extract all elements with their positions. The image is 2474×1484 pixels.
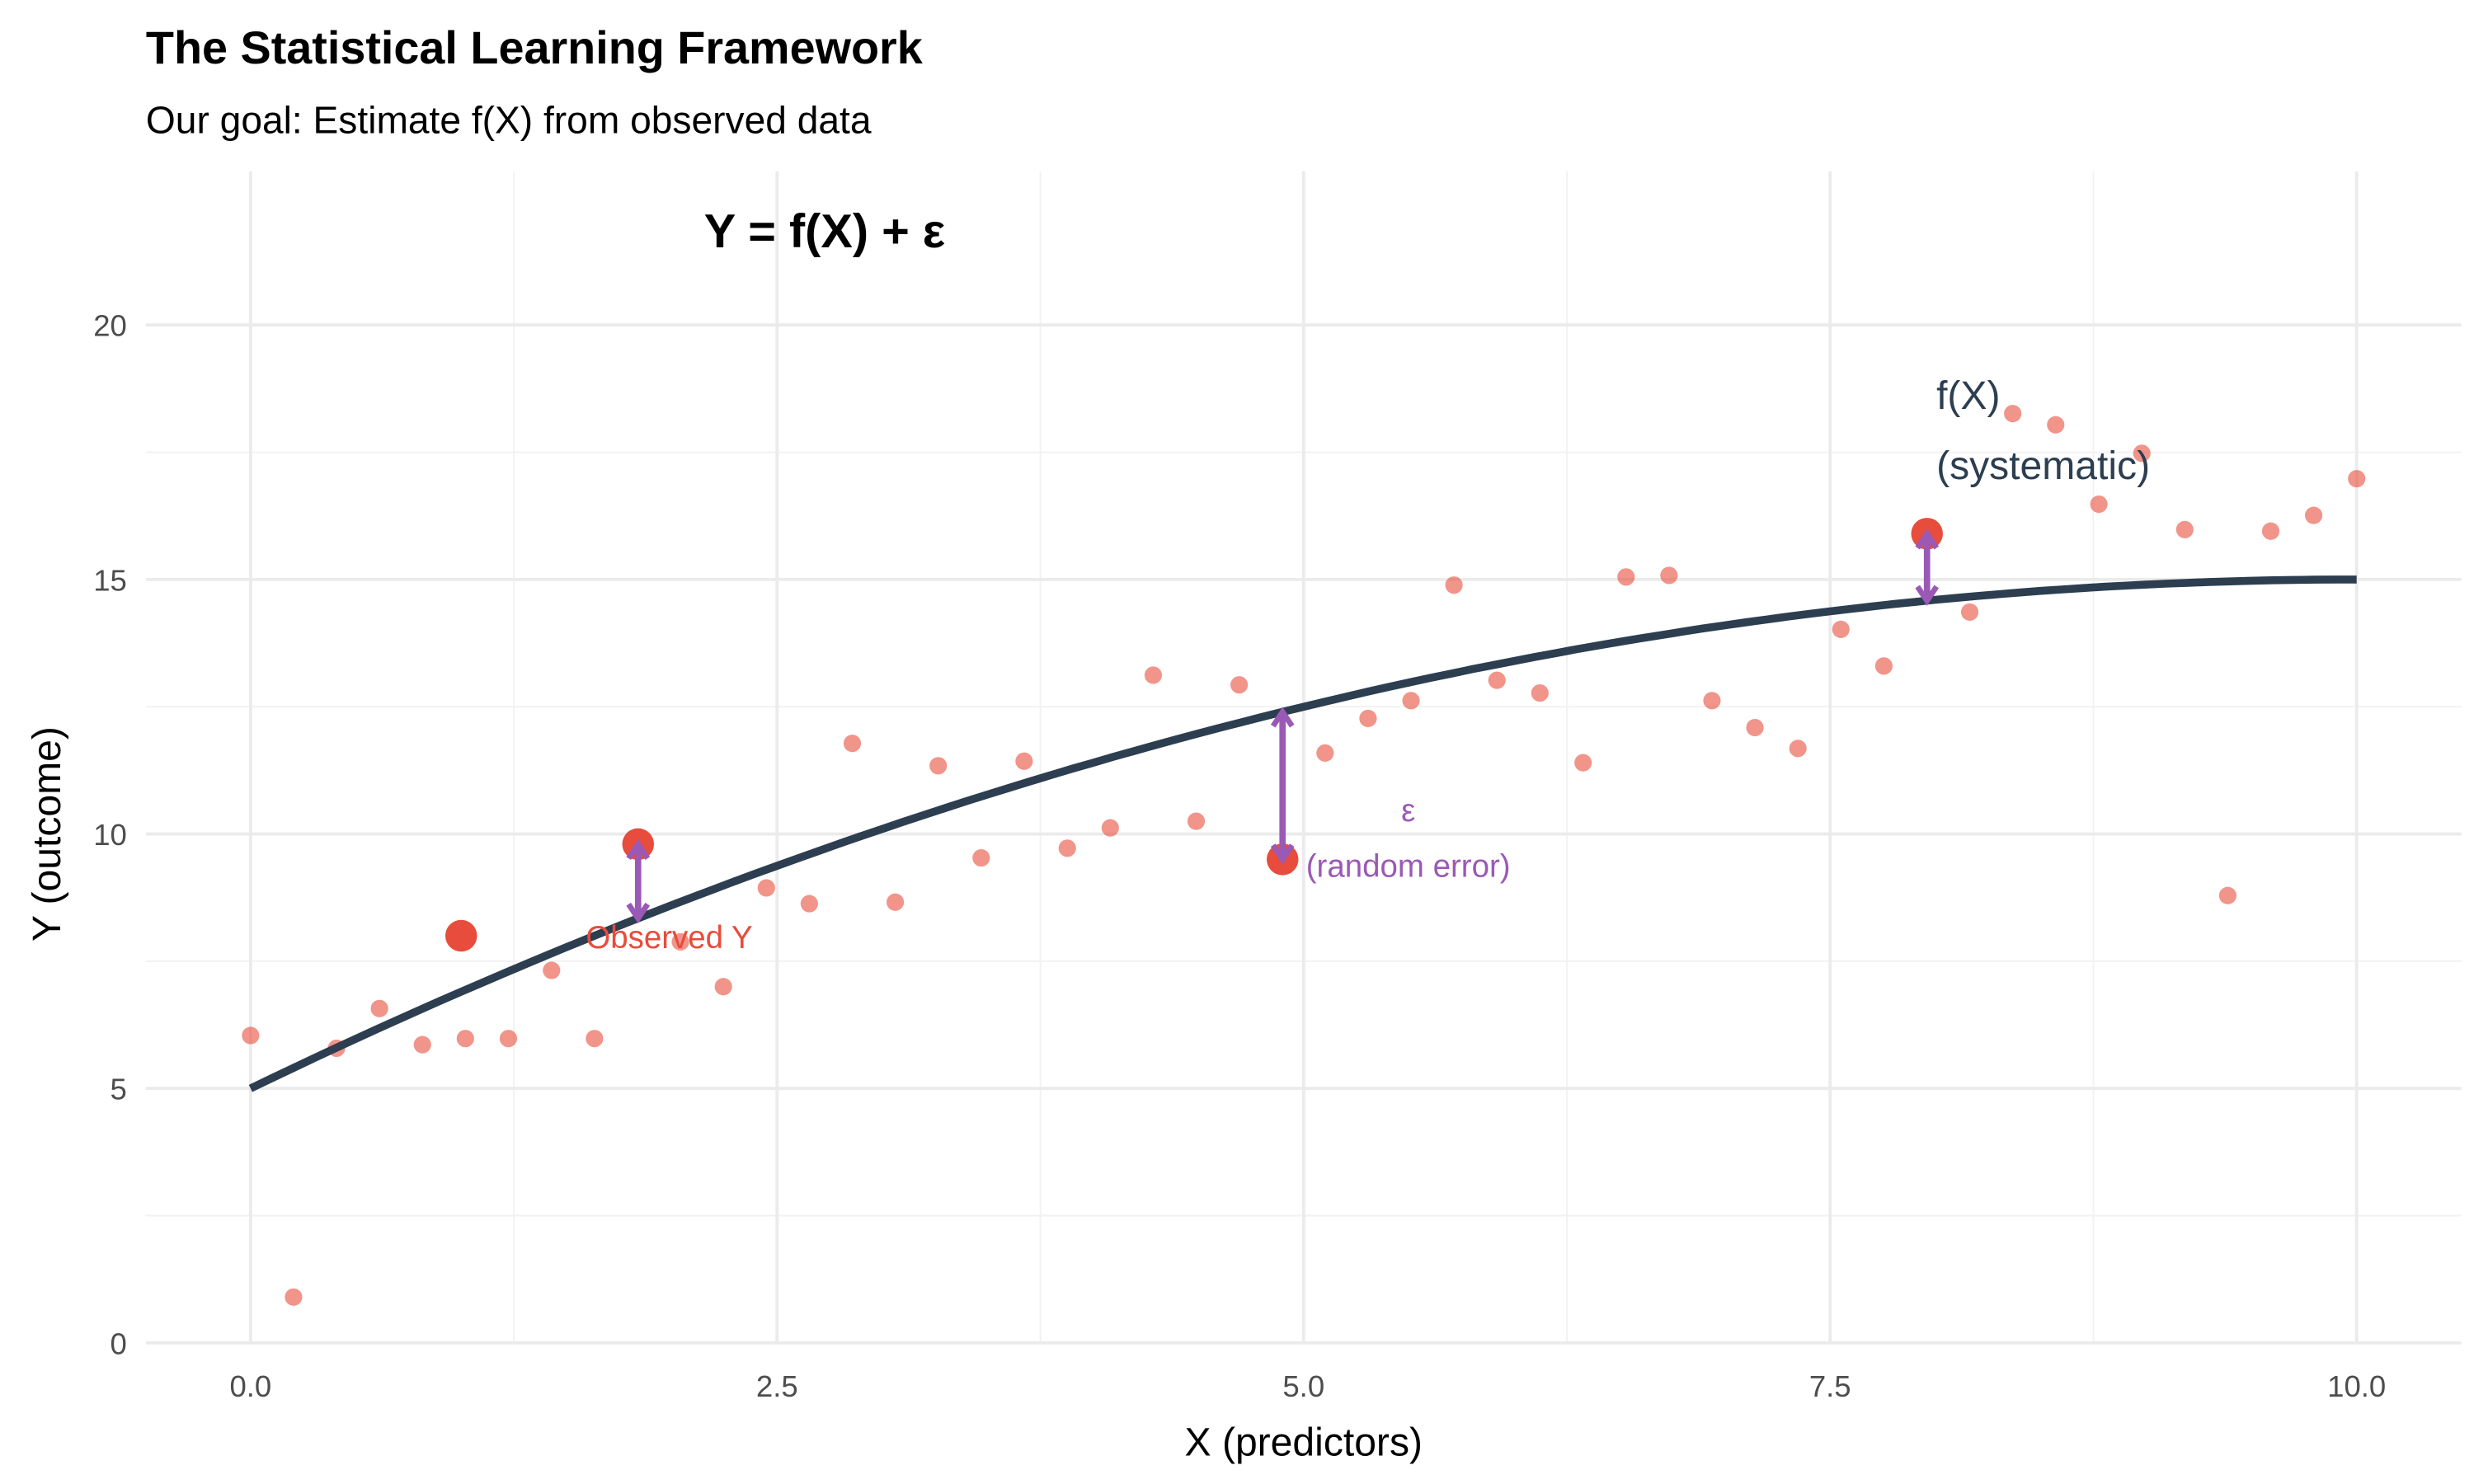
data-point (671, 932, 689, 951)
data-point (1960, 603, 1979, 621)
data-point (1230, 676, 1249, 694)
data-point (1015, 752, 1033, 770)
data-point (929, 757, 948, 775)
data-point (2047, 416, 2065, 434)
data-point (2218, 886, 2236, 904)
data-point (285, 1288, 303, 1306)
equation-annotation: Y = f(X) + ε (704, 205, 945, 258)
data-point (800, 895, 818, 913)
data-point (2348, 470, 2366, 488)
data-point (1144, 666, 1163, 684)
arrowhead-icon (626, 838, 651, 861)
data-point (2133, 444, 2151, 463)
arrowhead-icon (626, 902, 651, 924)
data-point (370, 999, 388, 1017)
data-point (1187, 812, 1206, 830)
chart-subtitle: Our goal: Estimate f(X) from observed da… (146, 99, 872, 142)
x-tick-label: 10.0 (2327, 1369, 2386, 1403)
data-point (1789, 740, 1807, 758)
grid (145, 171, 2462, 1345)
observed-annotation: Observed Y (586, 920, 752, 956)
data-point (1488, 671, 1506, 689)
arrowhead-icon (1270, 707, 1295, 728)
y-axis-label: Y (outcome) (25, 726, 69, 942)
error-annotation-symbol: ε (1401, 793, 1415, 829)
data-point (499, 1030, 518, 1048)
highlighted-point (445, 919, 477, 952)
data-point (757, 879, 775, 897)
error-arrows (626, 528, 1940, 924)
data-point (1101, 819, 1119, 837)
chart-title: The Statistical Learning Framework (146, 22, 924, 73)
data-point (1058, 839, 1076, 857)
data-point (714, 978, 732, 996)
data-point (1746, 718, 1764, 737)
data-point (1574, 754, 1592, 772)
axis-ticks: 0.0 2.5 5.0 7.5 10.0 0 5 10 15 20 (93, 309, 2386, 1404)
data-point (1531, 683, 1549, 702)
data-point (1660, 566, 1678, 585)
data-point (543, 961, 561, 979)
data-point (1445, 576, 1463, 594)
data-point (2004, 405, 2022, 423)
data-point (1402, 692, 1420, 710)
x-tick-label: 2.5 (756, 1369, 798, 1403)
data-point (586, 1030, 604, 1048)
data-point (456, 1030, 474, 1048)
y-tick-label: 5 (111, 1073, 127, 1106)
fx-annotation-label: f(X) (1936, 373, 2000, 418)
arrowhead-icon (1915, 585, 1940, 606)
x-axis-label: X (predictors) (1185, 1420, 1423, 1464)
fx-annotation-sublabel: (systematic) (1936, 444, 2150, 488)
data-point (843, 735, 862, 753)
x-tick-label: 5.0 (1282, 1369, 1324, 1403)
error-annotation-label: (random error) (1306, 848, 1511, 884)
arrowhead-icon (1915, 528, 1940, 550)
data-point (2175, 520, 2194, 538)
data-point (2261, 522, 2280, 540)
arrowhead-icon (1270, 843, 1295, 865)
data-point (1316, 744, 1334, 762)
y-tick-label: 10 (93, 818, 127, 852)
fx-curve (248, 575, 2357, 1092)
data-point (242, 1026, 260, 1045)
data-point (972, 848, 990, 867)
data-point (1832, 620, 1850, 638)
data-point (1359, 709, 1377, 727)
y-tick-label: 15 (93, 563, 127, 597)
x-tick-label: 0.0 (229, 1369, 271, 1403)
y-tick-label: 20 (93, 309, 127, 343)
data-point (887, 893, 905, 911)
data-point (1617, 568, 1635, 586)
data-point (2305, 506, 2323, 524)
data-point (2090, 495, 2108, 514)
x-tick-label: 7.5 (1809, 1369, 1851, 1403)
data-point (1703, 692, 1721, 710)
data-point (1874, 657, 1893, 675)
y-tick-label: 0 (111, 1327, 127, 1360)
data-point (413, 1036, 431, 1054)
